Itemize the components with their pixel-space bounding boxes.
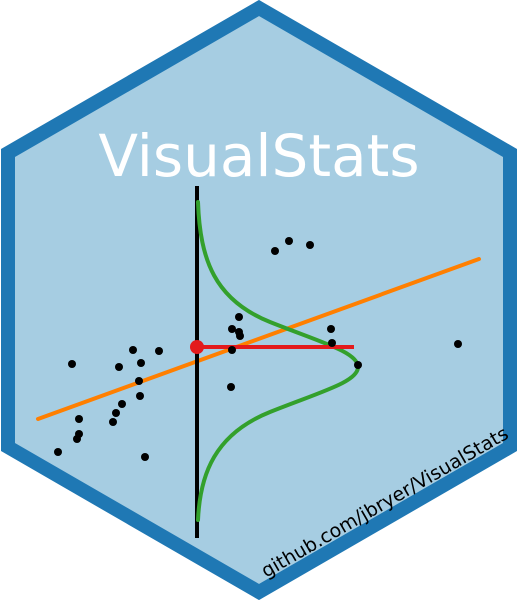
regression-line — [36, 257, 481, 421]
scatter-point — [135, 377, 143, 385]
scatter-point — [118, 400, 126, 408]
scatter-point — [112, 409, 120, 417]
scatter-point — [141, 453, 149, 461]
scatter-point — [285, 237, 293, 245]
scatter-point — [75, 415, 83, 423]
scatter-point — [227, 383, 235, 391]
scatter-point — [155, 347, 163, 355]
scatter-point — [228, 346, 236, 354]
scatter-point — [236, 332, 244, 340]
scatter-point — [68, 360, 76, 368]
scatter-point — [136, 392, 144, 400]
sticker-title: VisualStats — [98, 122, 419, 190]
scatter-point — [228, 325, 236, 333]
scatter-point — [327, 325, 335, 333]
scatter-point — [137, 359, 145, 367]
scatter-point — [354, 361, 362, 369]
scatter-point — [454, 340, 462, 348]
scatter-point — [129, 346, 137, 354]
fitted-point — [190, 340, 204, 354]
scatter-point — [54, 448, 62, 456]
scatter-point — [306, 241, 314, 249]
scatter-point — [115, 363, 123, 371]
scatter-point — [75, 430, 83, 438]
scatter-point — [328, 339, 336, 347]
scatter-point — [235, 313, 243, 321]
scatter-point — [271, 247, 279, 255]
scatter-points — [54, 237, 462, 461]
scatter-point — [109, 418, 117, 426]
